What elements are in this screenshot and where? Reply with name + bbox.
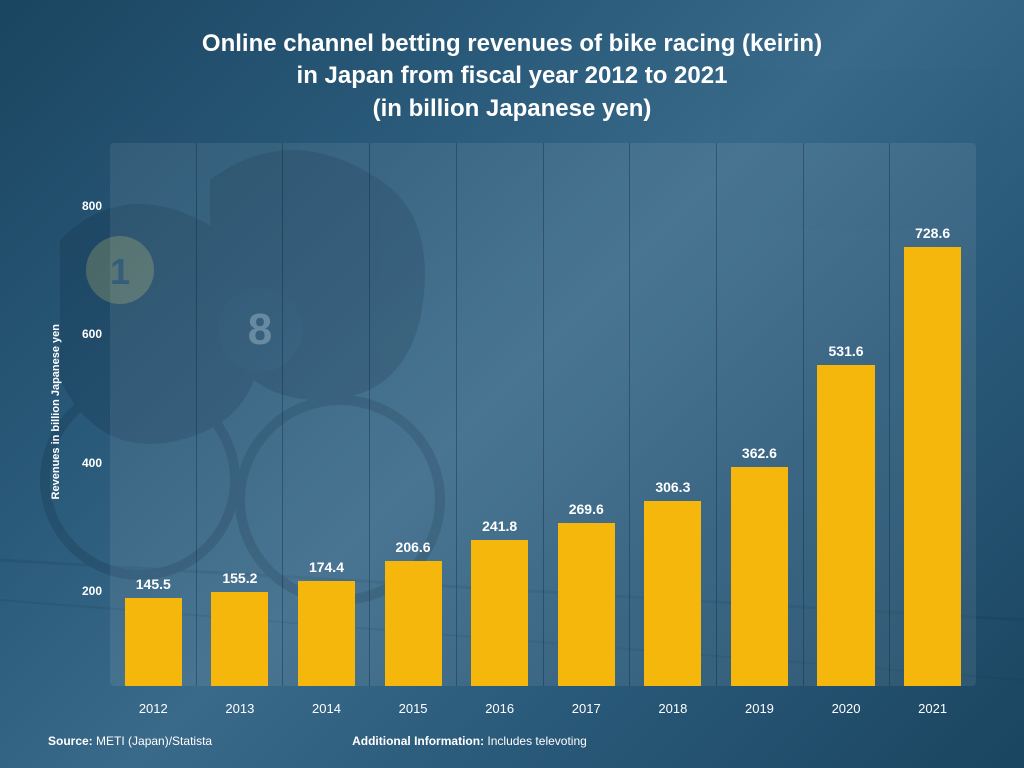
- bar-value-label: 306.3: [655, 479, 690, 495]
- bar-value-label: 241.8: [482, 518, 517, 534]
- bar-cell: 306.3: [630, 143, 717, 686]
- y-axis: 800600400200: [70, 143, 110, 720]
- x-tick: 2014: [283, 701, 370, 716]
- bar-value-label: 269.6: [569, 501, 604, 517]
- source-value: METI (Japan)/Statista: [96, 734, 212, 748]
- bar-value-label: 362.6: [742, 445, 777, 461]
- bar: [558, 523, 615, 686]
- source-text: Source: METI (Japan)/Statista: [48, 734, 212, 748]
- bar: [904, 247, 961, 686]
- bar-cell: 155.2: [197, 143, 284, 686]
- x-tick: 2021: [889, 701, 976, 716]
- bar: [298, 581, 355, 686]
- bar-cell: 241.8: [456, 143, 543, 686]
- chart-footer: Source: METI (Japan)/Statista Additional…: [48, 734, 976, 748]
- bar-cell: 174.4: [283, 143, 370, 686]
- title-line-3: (in billion Japanese yen): [373, 95, 652, 122]
- x-tick: 2015: [370, 701, 457, 716]
- bars-container: 145.5 155.2 174.4 206.6 241.8 269.6 306.3 362.6…: [110, 143, 976, 686]
- additional-info-text: Additional Information: Includes televot…: [352, 734, 587, 748]
- y-axis-label: Revenues in billion Japanese yen: [48, 324, 64, 499]
- x-tick: 2019: [716, 701, 803, 716]
- x-tick: 2016: [456, 701, 543, 716]
- x-tick: 2017: [543, 701, 630, 716]
- bar-cell: 531.6: [803, 143, 890, 686]
- x-axis: 2012201320142015201620172018201920202021: [110, 701, 976, 716]
- bar: [471, 540, 528, 686]
- source-label: Source:: [48, 734, 93, 748]
- bar-value-label: 728.6: [915, 225, 950, 241]
- bar: [125, 598, 182, 686]
- x-tick: 2018: [630, 701, 717, 716]
- bar-cell: 362.6: [716, 143, 803, 686]
- x-tick: 2020: [803, 701, 890, 716]
- x-tick: 2012: [110, 701, 197, 716]
- bar-cell: 206.6: [370, 143, 457, 686]
- x-tick: 2013: [197, 701, 284, 716]
- bar-value-label: 174.4: [309, 559, 344, 575]
- bar-cell: 145.5: [110, 143, 197, 686]
- bar-cell: 269.6: [543, 143, 630, 686]
- bar: [731, 467, 788, 686]
- title-line-2: in Japan from fiscal year 2012 to 2021: [297, 62, 728, 89]
- bar-value-label: 531.6: [829, 343, 864, 359]
- bar-cell: 728.6: [889, 143, 976, 686]
- bar: [817, 365, 874, 686]
- bar: [385, 561, 442, 686]
- additional-value: Includes televoting: [487, 734, 586, 748]
- additional-label: Additional Information:: [352, 734, 484, 748]
- bar: [211, 592, 268, 686]
- chart-area: Revenues in billion Japanese yen 8006004…: [48, 143, 976, 720]
- bar-value-label: 206.6: [396, 539, 431, 555]
- title-line-1: Online channel betting revenues of bike …: [202, 30, 822, 57]
- chart-title: Online channel betting revenues of bike …: [48, 28, 976, 125]
- bar-value-label: 155.2: [222, 570, 257, 586]
- bar-value-label: 145.5: [136, 576, 171, 592]
- plot-area: 145.5 155.2 174.4 206.6 241.8 269.6 306.3 362.6…: [110, 143, 976, 686]
- bar: [644, 501, 701, 686]
